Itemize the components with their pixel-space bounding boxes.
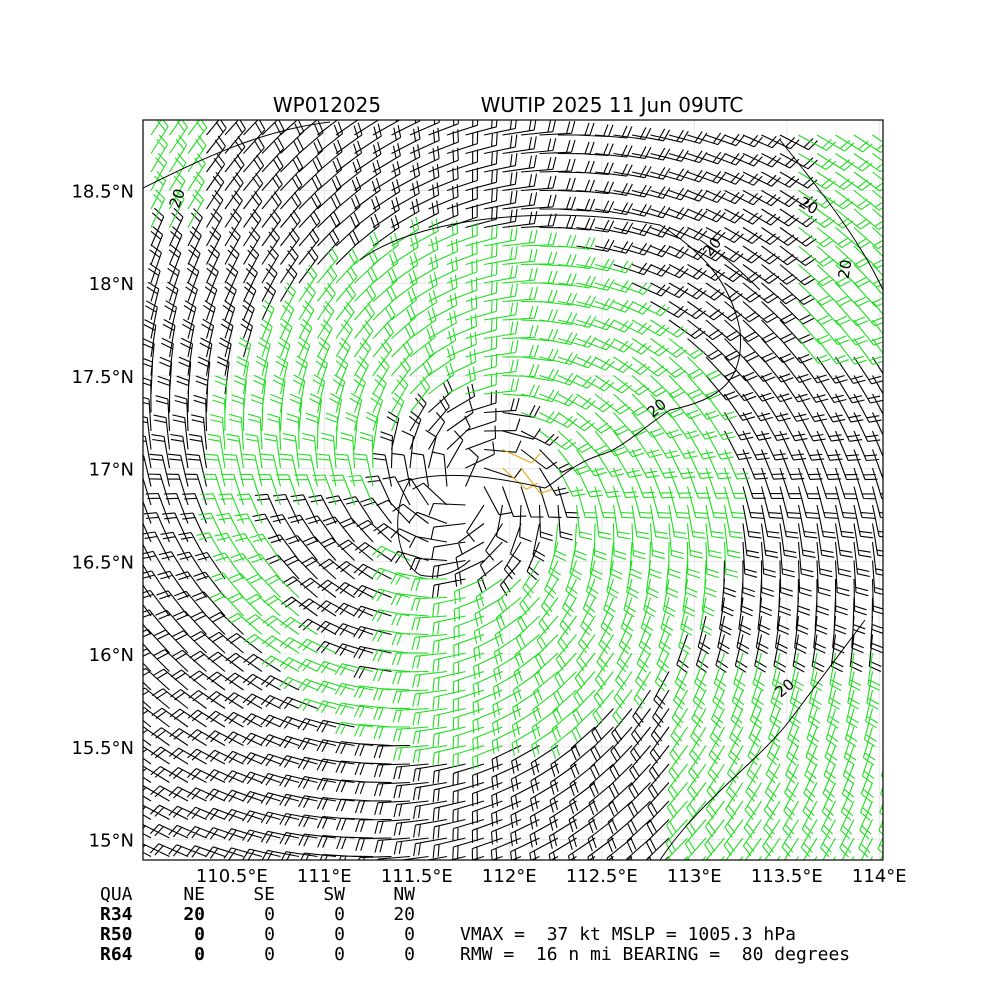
table-cell: 0 bbox=[264, 904, 275, 925]
row-label: R64 bbox=[100, 944, 133, 965]
contours bbox=[143, 121, 883, 860]
contour-line bbox=[359, 214, 742, 577]
x-tick-label: 113°E bbox=[667, 866, 722, 887]
table-cell: 0 bbox=[194, 944, 205, 965]
chart-title: WUTIP 2025 11 Jun 09UTC bbox=[481, 93, 744, 117]
contour-line bbox=[699, 239, 761, 291]
table-cell: 0 bbox=[334, 944, 345, 965]
summary-line: RMW = 16 n mi BEARING = 80 degrees bbox=[460, 944, 850, 965]
contour-label: 20 bbox=[166, 186, 189, 210]
table-cell: 0 bbox=[334, 924, 345, 945]
table-header: SW bbox=[323, 884, 345, 905]
row-label: R50 bbox=[100, 924, 133, 945]
summary-line: VMAX = 37 kt MSLP = 1005.3 hPa bbox=[460, 924, 796, 945]
table-cell: 0 bbox=[194, 924, 205, 945]
x-tick-label: 112°E bbox=[482, 866, 537, 887]
table-cell: 0 bbox=[404, 924, 415, 945]
y-tick-label: 18°N bbox=[89, 274, 134, 295]
plot-frame bbox=[142, 119, 884, 861]
y-tick-label: 18.5°N bbox=[71, 181, 134, 202]
contour-line bbox=[659, 619, 866, 860]
x-tick-label: 111.5°E bbox=[381, 866, 453, 887]
table-cell: 20 bbox=[183, 904, 205, 925]
row-label: R34 bbox=[100, 904, 133, 925]
contour-line bbox=[779, 139, 883, 291]
contour-label: 20 bbox=[835, 258, 856, 280]
barb-group bbox=[150, 120, 883, 860]
table-header: SE bbox=[253, 884, 275, 905]
y-tick-label: 16.5°N bbox=[71, 552, 134, 573]
table-cell: 0 bbox=[334, 904, 345, 925]
y-tick-label: 16°N bbox=[89, 645, 134, 666]
storm-id: WP012025 bbox=[273, 93, 381, 117]
x-tick-label: 110.5°E bbox=[196, 866, 268, 887]
table-header: NE bbox=[183, 884, 205, 905]
wind-barbs bbox=[143, 120, 883, 860]
y-tick-label: 15.5°N bbox=[71, 738, 134, 759]
y-tick-label: 17.5°N bbox=[71, 367, 134, 388]
x-tick-label: 114°E bbox=[852, 866, 907, 887]
table-header: NW bbox=[393, 884, 415, 905]
table-cell: 0 bbox=[404, 944, 415, 965]
table-cell: 0 bbox=[264, 924, 275, 945]
barb-group bbox=[502, 449, 553, 494]
barb-group bbox=[143, 120, 883, 860]
table-header: QUA bbox=[100, 884, 133, 905]
x-tick-label: 111°E bbox=[297, 866, 352, 887]
table-cell: 0 bbox=[264, 944, 275, 965]
x-tick-label: 113.5°E bbox=[751, 866, 823, 887]
y-tick-label: 15°N bbox=[89, 831, 134, 852]
contour-line bbox=[143, 121, 331, 189]
x-tick-label: 112.5°E bbox=[566, 866, 638, 887]
y-tick-label: 17°N bbox=[89, 460, 134, 481]
table-cell: 20 bbox=[393, 904, 415, 925]
